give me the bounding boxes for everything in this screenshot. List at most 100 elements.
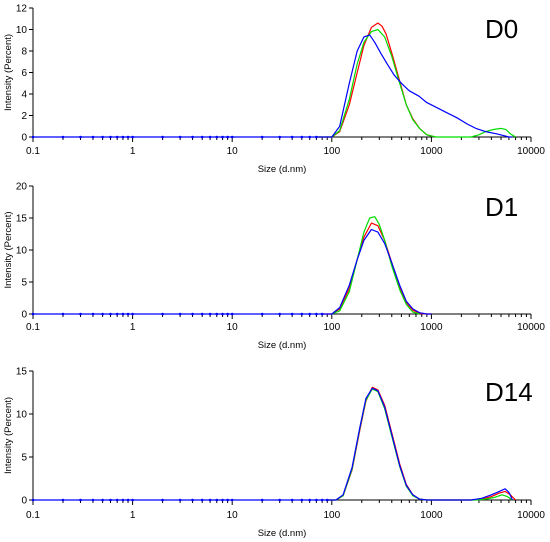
baseline-marker bbox=[221, 498, 224, 502]
y-tick-label: 0 bbox=[21, 133, 27, 144]
baseline-marker bbox=[61, 312, 65, 316]
baseline-marker bbox=[230, 312, 234, 316]
chart-panel-d14: 0 5 10 15 0.1 1 10 100 1000 10000 Size (d.nm) Inten… bbox=[3, 367, 545, 540]
baseline-marker bbox=[208, 135, 212, 139]
y-axis-title: Intensity (Percent) bbox=[3, 211, 14, 288]
baseline-marker bbox=[121, 498, 125, 502]
baseline-marker bbox=[300, 498, 304, 502]
baseline-marker bbox=[260, 498, 264, 502]
y-tick-label: 15 bbox=[16, 214, 28, 225]
baseline-marker bbox=[191, 135, 194, 139]
baseline-marker bbox=[115, 135, 119, 139]
y-tick-label: 5 bbox=[21, 278, 27, 289]
y-tick-label: 8 bbox=[21, 47, 27, 58]
y-tick-label: 10 bbox=[16, 25, 28, 36]
baseline-marker bbox=[221, 135, 224, 139]
x-tick-label: 10 bbox=[227, 510, 239, 521]
baseline-marker bbox=[126, 312, 130, 316]
baseline-marker bbox=[230, 498, 234, 502]
baseline-marker bbox=[308, 498, 312, 502]
x-tick-label: 1 bbox=[130, 146, 136, 157]
baseline-marker bbox=[109, 498, 112, 502]
baseline-marker bbox=[31, 312, 35, 316]
y-tick-label: 4 bbox=[21, 90, 27, 101]
baseline-marker bbox=[131, 498, 134, 502]
baseline-marker bbox=[178, 135, 182, 139]
baseline-marker bbox=[308, 312, 312, 316]
baseline-marker bbox=[109, 312, 112, 316]
baseline-marker bbox=[109, 135, 112, 139]
chart-panel-d0: 0 2 4 6 8 10 12 0.1 1 10 100 1000 10000 Size (d.nm) In… bbox=[3, 4, 545, 176]
x-axis-title: Size (d.nm) bbox=[258, 340, 307, 351]
baseline-marker bbox=[191, 312, 194, 316]
baseline-marker bbox=[101, 312, 104, 316]
baseline-marker bbox=[200, 312, 204, 316]
panel-title: D14 bbox=[485, 377, 533, 407]
baseline-marker bbox=[200, 135, 204, 139]
x-tick-label: 1000 bbox=[420, 322, 443, 333]
baseline-marker bbox=[300, 135, 304, 139]
y-tick-label: 15 bbox=[16, 367, 28, 378]
baseline-marker bbox=[278, 135, 282, 139]
baseline-marker bbox=[178, 498, 182, 502]
x-axis-title: Size (d.nm) bbox=[258, 528, 307, 539]
y-axis-title: Intensity (Percent) bbox=[3, 397, 14, 474]
x-tick-label: 0.1 bbox=[26, 322, 40, 333]
panel-title: D1 bbox=[485, 192, 518, 222]
x-tick-label: 10 bbox=[227, 146, 239, 157]
baseline-marker bbox=[226, 135, 229, 139]
x-tick-label: 10 bbox=[227, 322, 239, 333]
baseline-marker bbox=[126, 498, 130, 502]
baseline-marker bbox=[121, 312, 125, 316]
baseline-marker bbox=[91, 312, 95, 316]
chart-panel-d1: 0 5 10 15 20 0.1 1 10 100 1000 10000 Size (d.nm) Int… bbox=[3, 182, 545, 352]
series-line-3 bbox=[327, 387, 513, 501]
baseline-marker bbox=[230, 135, 234, 139]
baseline-marker bbox=[101, 135, 104, 139]
baseline-marker bbox=[226, 498, 229, 502]
baseline-marker bbox=[91, 498, 95, 502]
baseline-marker bbox=[315, 135, 318, 139]
baseline-marker bbox=[91, 135, 95, 139]
baseline-marker bbox=[208, 498, 212, 502]
baseline-marker bbox=[208, 312, 212, 316]
baseline-marker bbox=[79, 498, 82, 502]
x-tick-label: 100 bbox=[323, 510, 340, 521]
baseline-marker bbox=[325, 498, 329, 502]
baseline-marker bbox=[320, 498, 324, 502]
baseline-marker bbox=[315, 498, 318, 502]
baseline-marker bbox=[79, 135, 82, 139]
x-tick-label: 100 bbox=[323, 146, 340, 157]
y-tick-label: 6 bbox=[21, 68, 27, 79]
baseline-marker bbox=[300, 312, 304, 316]
baseline-marker bbox=[260, 312, 264, 316]
x-tick-label: 10000 bbox=[517, 146, 545, 157]
baseline-marker bbox=[161, 498, 164, 502]
baseline-marker bbox=[278, 312, 282, 316]
baseline-marker bbox=[215, 135, 219, 139]
baseline-marker bbox=[126, 135, 130, 139]
baseline-marker bbox=[161, 312, 164, 316]
baseline-marker bbox=[131, 135, 134, 139]
y-tick-label: 5 bbox=[21, 453, 27, 464]
baseline-marker bbox=[161, 135, 164, 139]
x-tick-label: 1000 bbox=[420, 146, 443, 157]
x-tick-label: 1000 bbox=[420, 510, 443, 521]
baseline-marker bbox=[290, 135, 294, 139]
baseline-marker bbox=[200, 498, 204, 502]
baseline-marker bbox=[101, 498, 104, 502]
baseline-marker bbox=[290, 312, 294, 316]
y-tick-label: 10 bbox=[16, 410, 28, 421]
baseline-marker bbox=[61, 135, 65, 139]
baseline-marker bbox=[31, 135, 35, 139]
x-tick-label: 100 bbox=[323, 322, 340, 333]
baseline-marker bbox=[221, 312, 224, 316]
baseline-marker bbox=[178, 312, 182, 316]
y-tick-label: 0 bbox=[21, 496, 27, 507]
series-line-3 bbox=[322, 228, 432, 315]
y-tick-label: 10 bbox=[16, 246, 28, 257]
baseline-marker bbox=[290, 498, 294, 502]
baseline-marker bbox=[226, 312, 229, 316]
x-tick-label: 0.1 bbox=[26, 510, 40, 521]
